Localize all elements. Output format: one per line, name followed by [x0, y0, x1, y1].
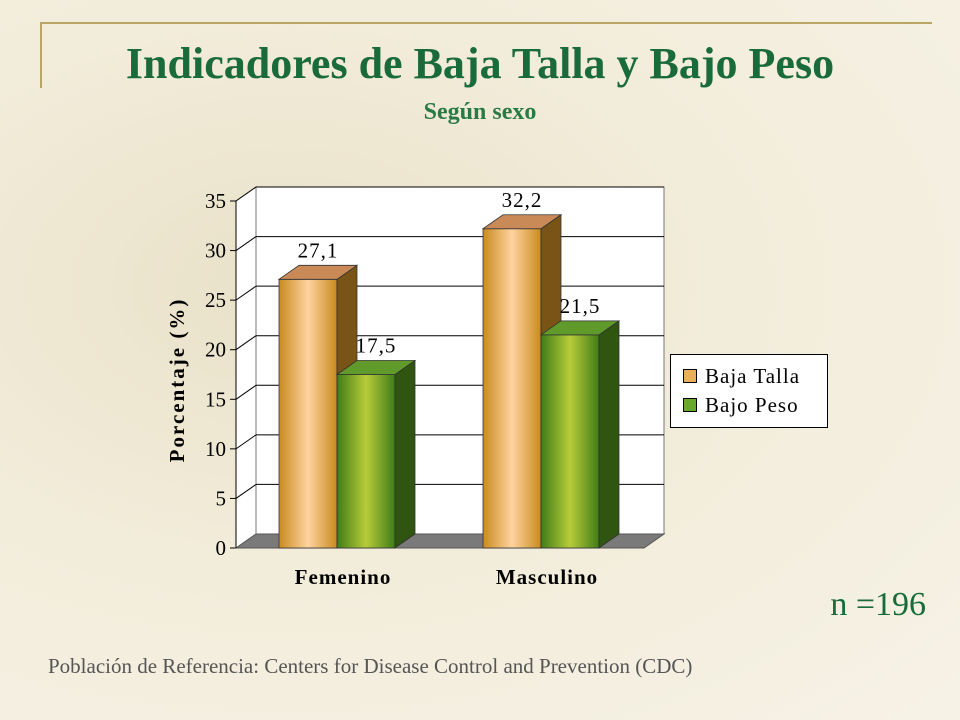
bar-side: [394, 359, 416, 549]
bar-baja-talla-masculino: [482, 228, 542, 549]
y-tick-label: 30: [205, 239, 226, 263]
bar-bajo-peso-masculino: [540, 334, 600, 549]
gridline-side: [235, 384, 257, 400]
bar-top: [335, 360, 417, 375]
gridline-side: [235, 285, 257, 301]
chart-legend: Baja Talla Bajo Peso: [670, 354, 828, 428]
y-tick-label: 20: [205, 338, 226, 362]
x-category-label: Masculino: [496, 565, 598, 589]
legend-item-baja-talla: Baja Talla: [683, 364, 800, 388]
y-axis-title: Porcentaje (%): [165, 298, 189, 463]
page-title: Indicadores de Baja Talla y Bajo Peso: [125, 39, 835, 88]
footer-reference: Población de Referencia: Centers for Dis…: [48, 654, 693, 678]
y-tick-label: 0: [216, 536, 227, 560]
frame-top-line: [40, 22, 932, 24]
gridline-side: [235, 434, 257, 450]
bar-bajo-peso-femenino: [336, 374, 396, 549]
legend-swatch-baja-talla: [683, 369, 697, 383]
gridline-side: [235, 236, 257, 251]
x-category-label: Femenino: [295, 565, 392, 589]
gridline-side: [235, 186, 257, 202]
chart-side-wall: [235, 186, 257, 549]
legend-swatch-bajo-peso: [683, 398, 697, 412]
bar-top: [277, 264, 359, 280]
data-label: 17,5: [356, 334, 397, 358]
y-tick-label: 25: [205, 288, 226, 312]
sample-size: n =196: [830, 586, 926, 623]
legend-item-bajo-peso: Bajo Peso: [683, 393, 799, 417]
y-tick-label: 5: [216, 486, 227, 510]
bar-baja-talla-femenino: [278, 278, 338, 549]
page-subtitle: Según sexo: [423, 99, 537, 125]
y-tick-label: 15: [205, 387, 226, 411]
data-label: 21,5: [560, 294, 601, 318]
y-tick-label: 10: [205, 437, 226, 461]
bar-side: [598, 320, 620, 549]
gridline-side: [235, 335, 257, 351]
data-label: 32,2: [502, 188, 543, 212]
bar-top: [481, 214, 563, 230]
legend-label-bajo-peso: Bajo Peso: [705, 392, 799, 417]
frame-left-line: [40, 22, 42, 88]
bar-top: [539, 320, 621, 336]
data-label: 27,1: [298, 238, 339, 262]
legend-label-baja-talla: Baja Talla: [705, 363, 801, 388]
gridline-side: [235, 484, 257, 499]
y-tick-label: 35: [205, 189, 226, 213]
